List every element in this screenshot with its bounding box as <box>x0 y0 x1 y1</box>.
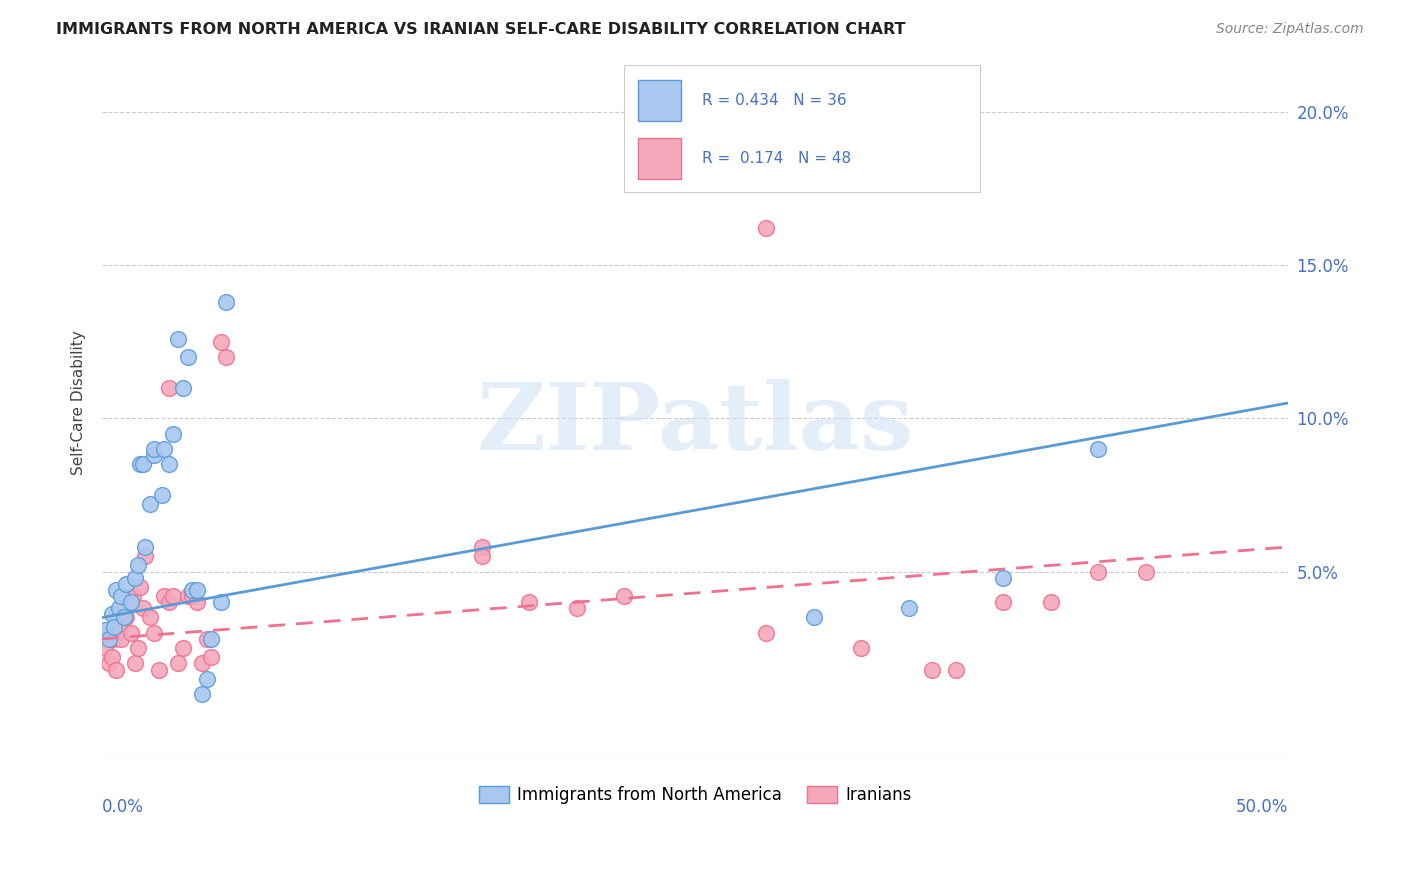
Point <box>143 442 166 456</box>
Point <box>471 549 494 564</box>
Point <box>127 641 149 656</box>
Point <box>115 576 138 591</box>
Point <box>143 448 166 462</box>
Point <box>157 381 180 395</box>
Point <box>96 625 118 640</box>
Point <box>124 657 146 671</box>
Point <box>1135 565 1157 579</box>
Point <box>110 589 132 603</box>
Point <box>100 607 122 622</box>
Point <box>186 582 208 597</box>
Y-axis label: Self-Care Disability: Self-Care Disability <box>72 331 86 475</box>
Text: ZIPatlas: ZIPatlas <box>477 379 914 469</box>
Point <box>565 601 588 615</box>
Point <box>945 663 967 677</box>
Point <box>209 334 232 349</box>
Point <box>157 458 180 472</box>
Point <box>195 632 218 646</box>
Point <box>138 610 160 624</box>
Point <box>110 632 132 646</box>
Point <box>108 601 131 615</box>
Point <box>993 571 1015 585</box>
Point <box>103 620 125 634</box>
Point <box>131 458 153 472</box>
Point <box>517 595 540 609</box>
Point <box>471 540 494 554</box>
Point <box>181 582 204 597</box>
Point <box>1039 595 1062 609</box>
Point <box>138 497 160 511</box>
Point <box>172 381 194 395</box>
Point <box>1087 565 1109 579</box>
Point <box>172 641 194 656</box>
Point <box>162 426 184 441</box>
Point <box>167 332 190 346</box>
Point <box>112 610 135 624</box>
Point <box>849 641 872 656</box>
Point <box>755 625 778 640</box>
Point <box>143 625 166 640</box>
Point <box>209 595 232 609</box>
Point <box>124 571 146 585</box>
Point <box>755 221 778 235</box>
Point <box>993 595 1015 609</box>
Point <box>148 663 170 677</box>
Point <box>214 350 236 364</box>
Point <box>129 458 152 472</box>
Point <box>191 657 214 671</box>
Point <box>803 610 825 624</box>
Point <box>108 620 131 634</box>
Text: Source: ZipAtlas.com: Source: ZipAtlas.com <box>1216 22 1364 37</box>
Point <box>1087 442 1109 456</box>
Text: IMMIGRANTS FROM NORTH AMERICA VS IRANIAN SELF-CARE DISABILITY CORRELATION CHART: IMMIGRANTS FROM NORTH AMERICA VS IRANIAN… <box>56 22 905 37</box>
Point <box>897 601 920 615</box>
Point <box>921 663 943 677</box>
Point <box>214 294 236 309</box>
Point <box>105 582 128 597</box>
Point <box>131 601 153 615</box>
Legend: Immigrants from North America, Iranians: Immigrants from North America, Iranians <box>472 779 918 811</box>
Point <box>115 610 138 624</box>
Point <box>112 601 135 615</box>
Point <box>200 650 222 665</box>
Point <box>134 549 156 564</box>
Point <box>98 657 121 671</box>
Point <box>120 595 142 609</box>
Point <box>191 687 214 701</box>
Point <box>120 625 142 640</box>
Point <box>93 623 115 637</box>
Point <box>162 589 184 603</box>
Point <box>150 488 173 502</box>
Point <box>93 641 115 656</box>
Point <box>200 632 222 646</box>
Point <box>105 663 128 677</box>
Point <box>134 540 156 554</box>
Point <box>181 589 204 603</box>
Point <box>195 672 218 686</box>
Point <box>157 595 180 609</box>
Text: 50.0%: 50.0% <box>1236 797 1288 815</box>
Point <box>176 589 198 603</box>
Point <box>103 632 125 646</box>
Point <box>100 650 122 665</box>
Point <box>129 580 152 594</box>
Point <box>127 558 149 573</box>
Point <box>153 442 176 456</box>
Point <box>186 595 208 609</box>
Text: 0.0%: 0.0% <box>103 797 143 815</box>
Point <box>176 350 198 364</box>
Point <box>122 589 145 603</box>
Point <box>167 657 190 671</box>
Point <box>153 589 176 603</box>
Point <box>613 589 636 603</box>
Point <box>98 632 121 646</box>
